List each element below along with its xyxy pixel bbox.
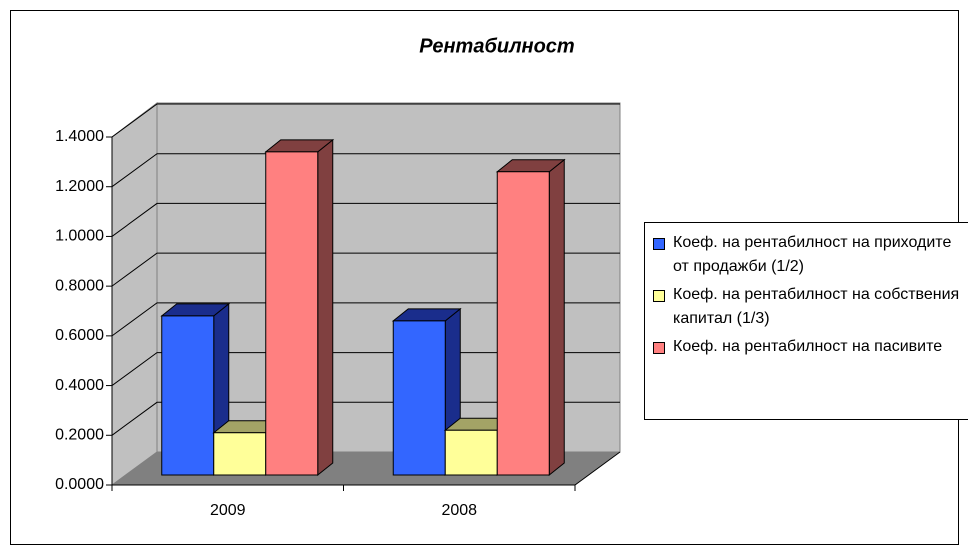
y-tick-label: 1.2000 <box>55 178 104 195</box>
y-tick-label: 0.4000 <box>55 377 104 394</box>
legend-swatch <box>653 290 665 302</box>
grid-line <box>111 252 620 287</box>
bar <box>213 432 267 476</box>
grid-line <box>111 401 620 436</box>
legend-label: Коеф. на рентабилност на собствения капи… <box>673 286 960 327</box>
grid-line <box>111 302 620 337</box>
legend-item: Коеф. на рентабилност на собствения капи… <box>645 283 968 331</box>
bar <box>161 315 215 476</box>
legend-label: Коеф. на рентабилност на приходите от пр… <box>673 234 952 275</box>
y-tick-label: 1.4000 <box>55 128 104 145</box>
y-tick-label: 0.2000 <box>55 427 104 444</box>
grid-line <box>111 352 620 386</box>
side-wall <box>111 101 158 486</box>
x-tick-label: 2008 <box>441 502 477 519</box>
y-tick-label: 0.0000 <box>55 476 104 493</box>
y-tick-label: 0.8000 <box>55 277 104 294</box>
x-tick-label: 2009 <box>210 502 246 519</box>
legend-label: Коеф. на рентабилност на пасивите <box>673 338 943 355</box>
bar-side <box>317 138 334 477</box>
grid-line <box>111 202 620 237</box>
grid-line <box>111 103 620 138</box>
bar-side <box>548 158 565 477</box>
legend-swatch <box>653 342 665 354</box>
bar <box>392 320 446 476</box>
y-tick-label: 1.0000 <box>55 228 104 245</box>
legend-swatch <box>653 238 665 250</box>
bar <box>444 429 498 476</box>
legend-item: Коеф. на рентабилност на приходите от пр… <box>645 231 968 279</box>
bar <box>265 151 319 476</box>
bar <box>496 171 550 476</box>
y-tick-label: 0.6000 <box>55 327 104 344</box>
legend-item: Коеф. на рентабилност на пасивите <box>645 335 968 359</box>
chart-title: Рентабилност <box>419 35 574 57</box>
legend: Коеф. на рентабилност на приходите от пр… <box>644 222 968 420</box>
grid-line <box>111 153 620 188</box>
